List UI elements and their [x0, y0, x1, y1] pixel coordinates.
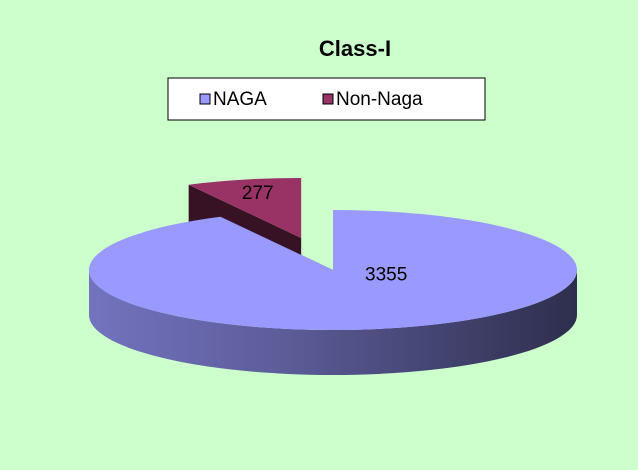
slice-side	[89, 270, 577, 375]
legend-swatch	[199, 93, 211, 105]
data-label: 3355	[365, 264, 407, 285]
data-label: 277	[242, 183, 274, 204]
slice	[88, 210, 578, 331]
chart-title: Class-I	[319, 36, 391, 61]
legend-label: NAGA	[213, 89, 267, 110]
slice	[188, 177, 302, 238]
legend-label: Non-Naga	[336, 89, 423, 110]
legend-swatch	[322, 93, 334, 105]
